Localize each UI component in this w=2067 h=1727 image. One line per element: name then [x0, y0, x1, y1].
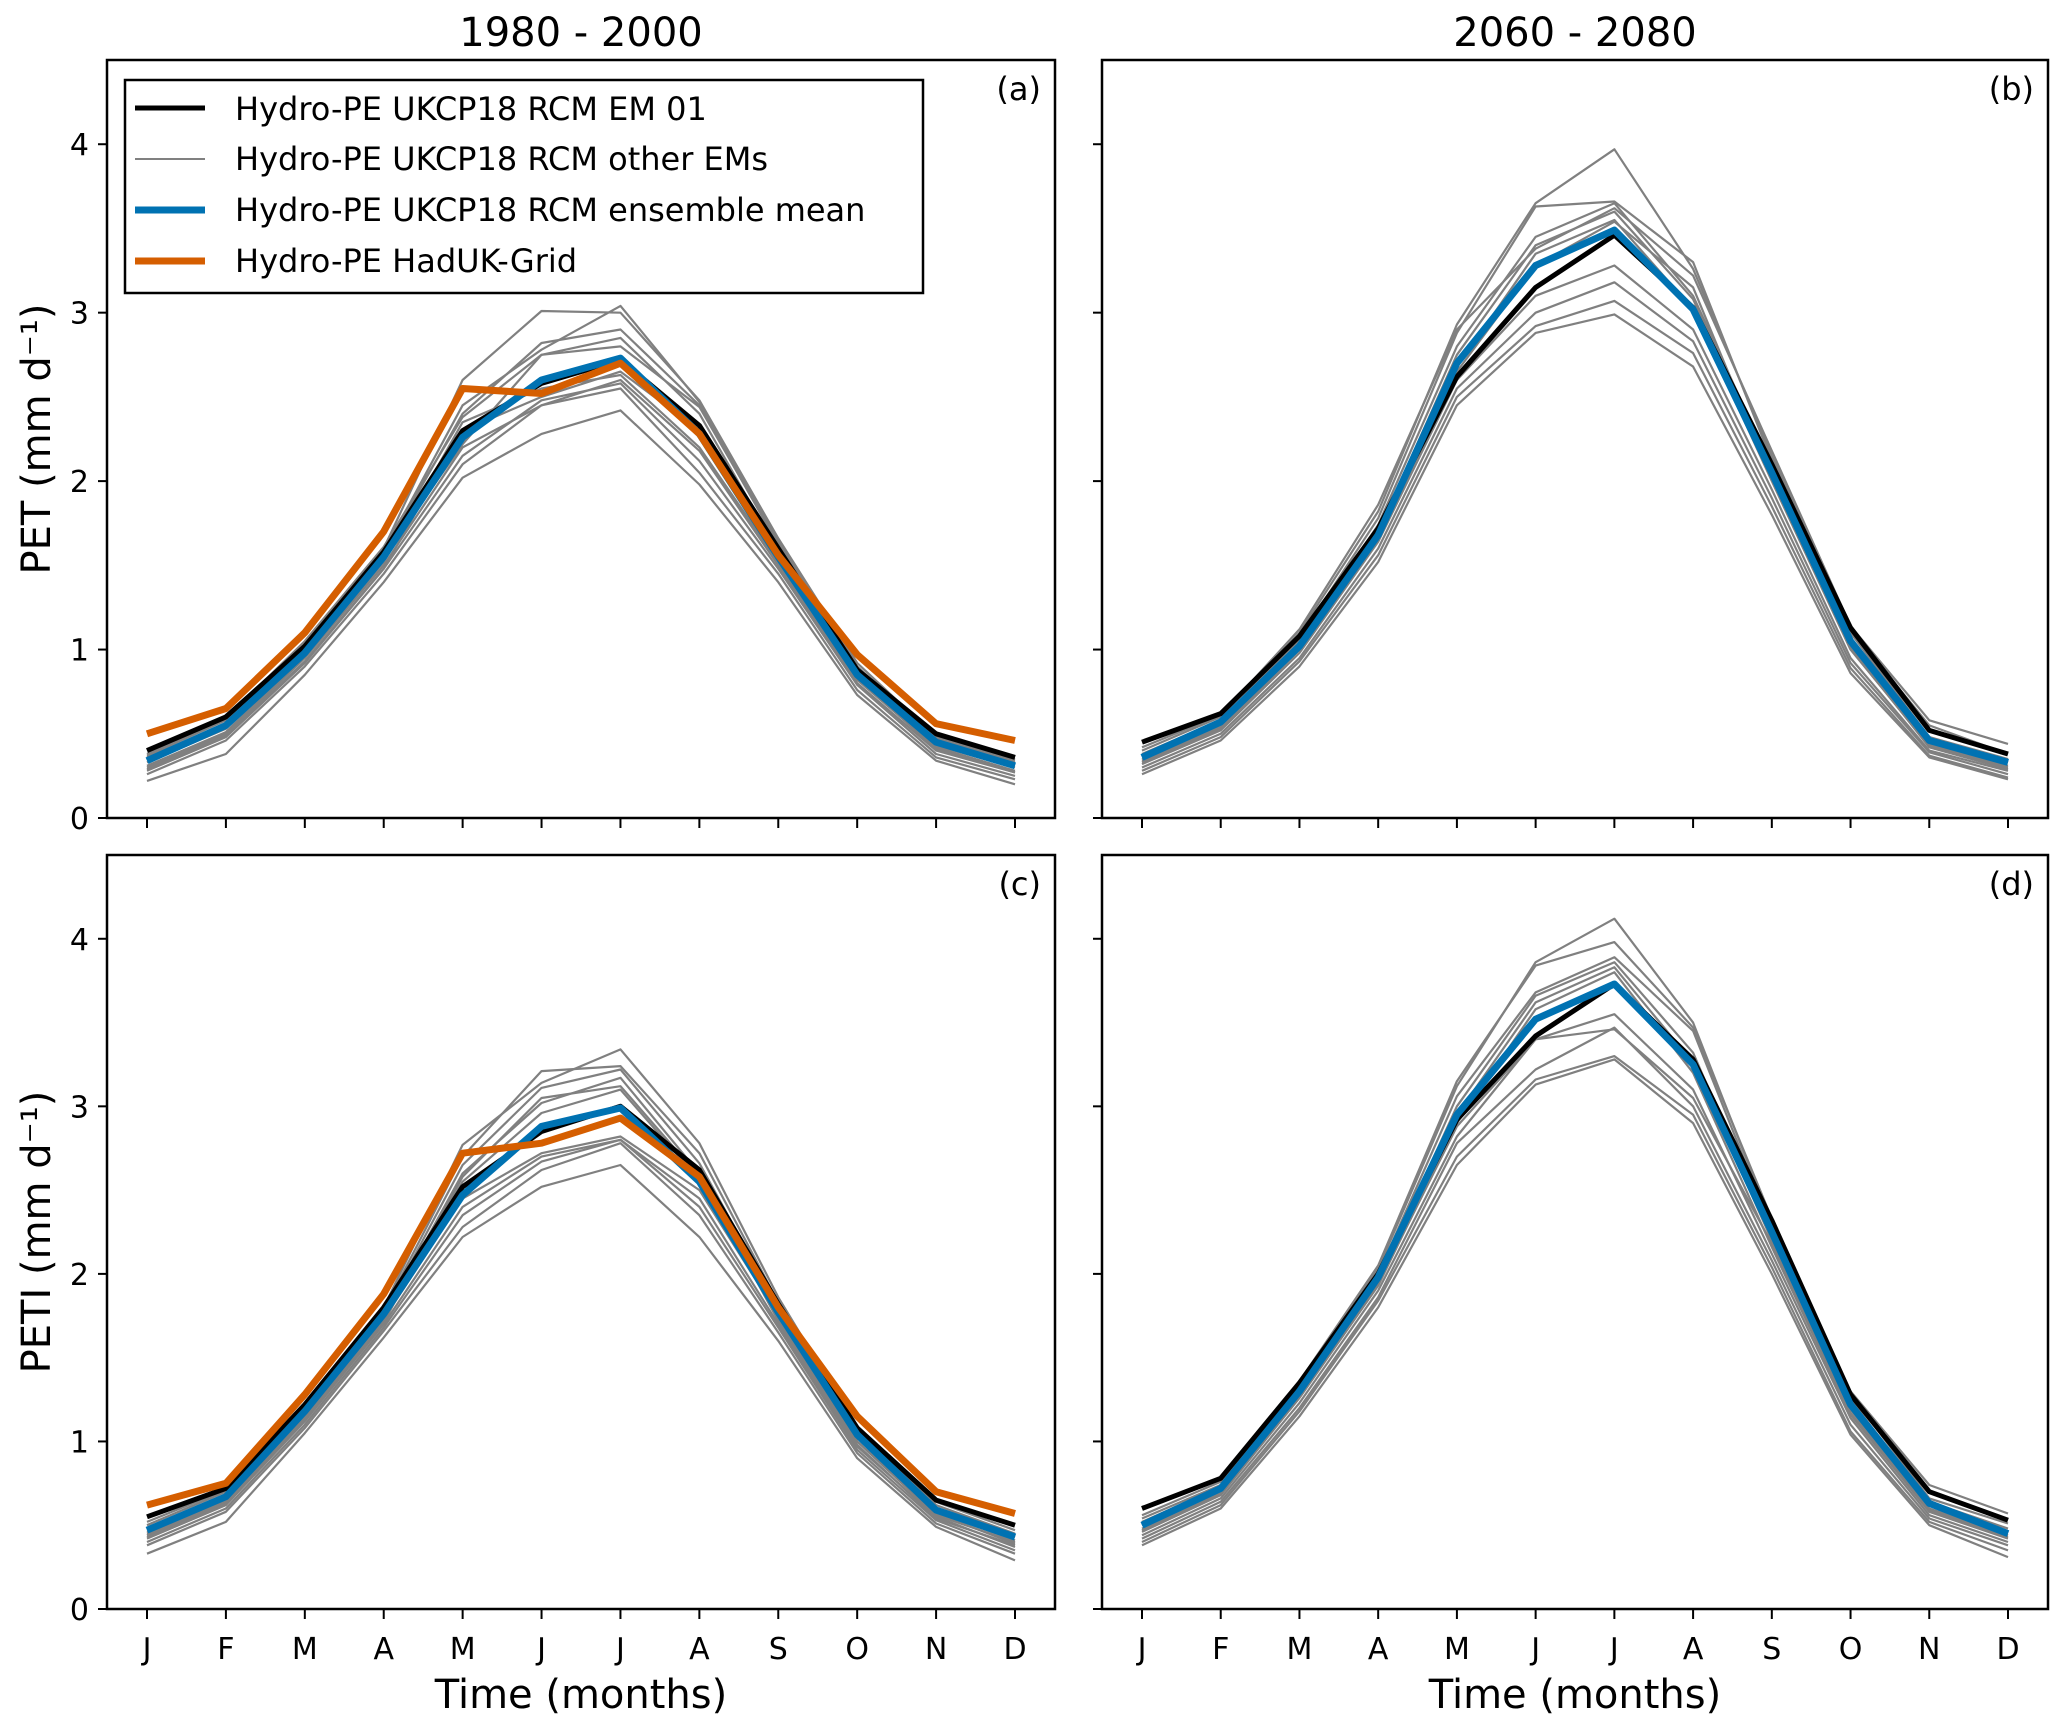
y-tick-label: 4 [70, 923, 89, 958]
series-other-em-2 [1141, 299, 2009, 779]
series-other-em-4 [1141, 1013, 2009, 1544]
legend-frame [123, 78, 925, 295]
ylabel-top: PET (mm d⁻¹) [14, 304, 60, 575]
axes-frame [105, 853, 1057, 1611]
y-tick-label: 2 [70, 465, 89, 500]
y-tick-label: 1 [70, 634, 89, 669]
series-other-em-4 [146, 378, 1016, 774]
legend-label-haduk: Hydro-PE HadUK-Grid [235, 242, 577, 280]
axes-frame [105, 58, 1057, 820]
xlabel-left: Time (months) [434, 1672, 727, 1718]
series-other-em-2 [146, 1142, 1016, 1555]
series-other-em-1 [1141, 313, 2009, 781]
series-ensemble-mean [1140, 980, 2010, 1537]
legend-label-em01: Hydro-PE UKCP18 RCM EM 01 [235, 90, 707, 128]
x-tick-label: S [769, 1632, 788, 1667]
y-tick-label: 4 [70, 128, 89, 163]
y-tick-label: 0 [70, 802, 89, 837]
panel-a: 0 1 2 3 4 (a) [70, 58, 1057, 837]
series-other-em-11 [146, 1085, 1016, 1547]
y-tick-label: 3 [70, 297, 89, 332]
y-tick-label: 0 [70, 1593, 89, 1628]
series-em01 [1141, 981, 2009, 1523]
column-title-right: 2060 - 2080 [1453, 10, 1696, 56]
xlabel-right: Time (months) [1428, 1672, 1721, 1718]
x-tick-label: D [1996, 1632, 2019, 1667]
legend-label-other: Hydro-PE UKCP18 RCM other EMs [235, 140, 768, 178]
series-other-em-2 [146, 387, 1016, 781]
legend-label-mean: Hydro-PE UKCP18 RCM ensemble mean [235, 191, 865, 229]
x-tick-label: A [689, 1632, 710, 1667]
x-tick-label: S [1762, 1632, 1781, 1667]
x-tick-label: J [1136, 1632, 1147, 1667]
series-ensemble-mean [145, 354, 1017, 770]
series-ensemble-mean [145, 1104, 1017, 1541]
panel-d: J F M A M J J A S O N D (d) [1093, 853, 2050, 1667]
series-ensemble-mean [1140, 226, 2009, 766]
x-tick-label: J [1608, 1632, 1619, 1667]
series-other-em-2 [1141, 1054, 2009, 1552]
x-tick-label: J [614, 1632, 625, 1667]
series-haduk-grid [146, 1114, 1016, 1517]
column-title-left: 1980 - 2000 [459, 10, 702, 56]
x-tick-label: N [1918, 1632, 1940, 1667]
series-other-em-3 [1141, 1026, 2009, 1547]
series-other-em-1 [1141, 1058, 2009, 1559]
panel-c: 0 1 2 3 4 J F M A M J J A S O N D (c) [70, 853, 1057, 1667]
x-tick-label: M [292, 1632, 318, 1667]
series-haduk-grid [145, 359, 1016, 744]
x-tick-label: A [1368, 1632, 1389, 1667]
x-tick-label: J [1529, 1632, 1540, 1667]
x-tick-label: M [1444, 1632, 1470, 1667]
axes-frame [1100, 853, 2050, 1611]
x-tick-label: D [1003, 1632, 1026, 1667]
x-tick-label: M [1287, 1632, 1313, 1667]
x-tick-label: O [845, 1632, 869, 1667]
series-other-em-3 [1141, 281, 2009, 776]
x-tick-label: J [535, 1632, 546, 1667]
x-tick-label: F [1212, 1632, 1229, 1667]
x-tick-label: N [925, 1632, 947, 1667]
x-tick-label: A [1683, 1632, 1704, 1667]
x-tick-label: O [1839, 1632, 1863, 1667]
series-other-em-4 [1141, 264, 2009, 772]
series-other-em-1 [146, 409, 1016, 786]
x-tick-label: F [217, 1632, 234, 1667]
panel-b: (b) [1093, 58, 2050, 828]
legend: Hydro-PE UKCP18 RCM EM 01 Hydro-PE UKCP1… [123, 78, 925, 295]
series-other-em-5 [146, 373, 1016, 772]
y-tick-label: 1 [70, 1425, 89, 1460]
y-tick-label: 2 [70, 1258, 89, 1293]
axes-frame [1100, 58, 2050, 820]
series-other-em-3 [146, 1138, 1016, 1552]
x-tick-label: M [450, 1632, 476, 1667]
series-other-em-1 [146, 1163, 1016, 1562]
panel-label: (d) [1989, 865, 2034, 903]
panel-label: (a) [996, 70, 1041, 108]
x-tick-label: A [373, 1632, 394, 1667]
series-other-em-11 [1141, 1028, 2009, 1539]
x-tick-label: J [141, 1632, 152, 1667]
ylabel-bottom: PETI (mm d⁻¹) [14, 1091, 60, 1374]
y-tick-label: 3 [70, 1090, 89, 1125]
series-em01 [1141, 232, 2009, 757]
series-other-em-4 [146, 1138, 1016, 1549]
panel-label: (b) [1989, 70, 2034, 108]
panel-label: (c) [998, 865, 1041, 903]
